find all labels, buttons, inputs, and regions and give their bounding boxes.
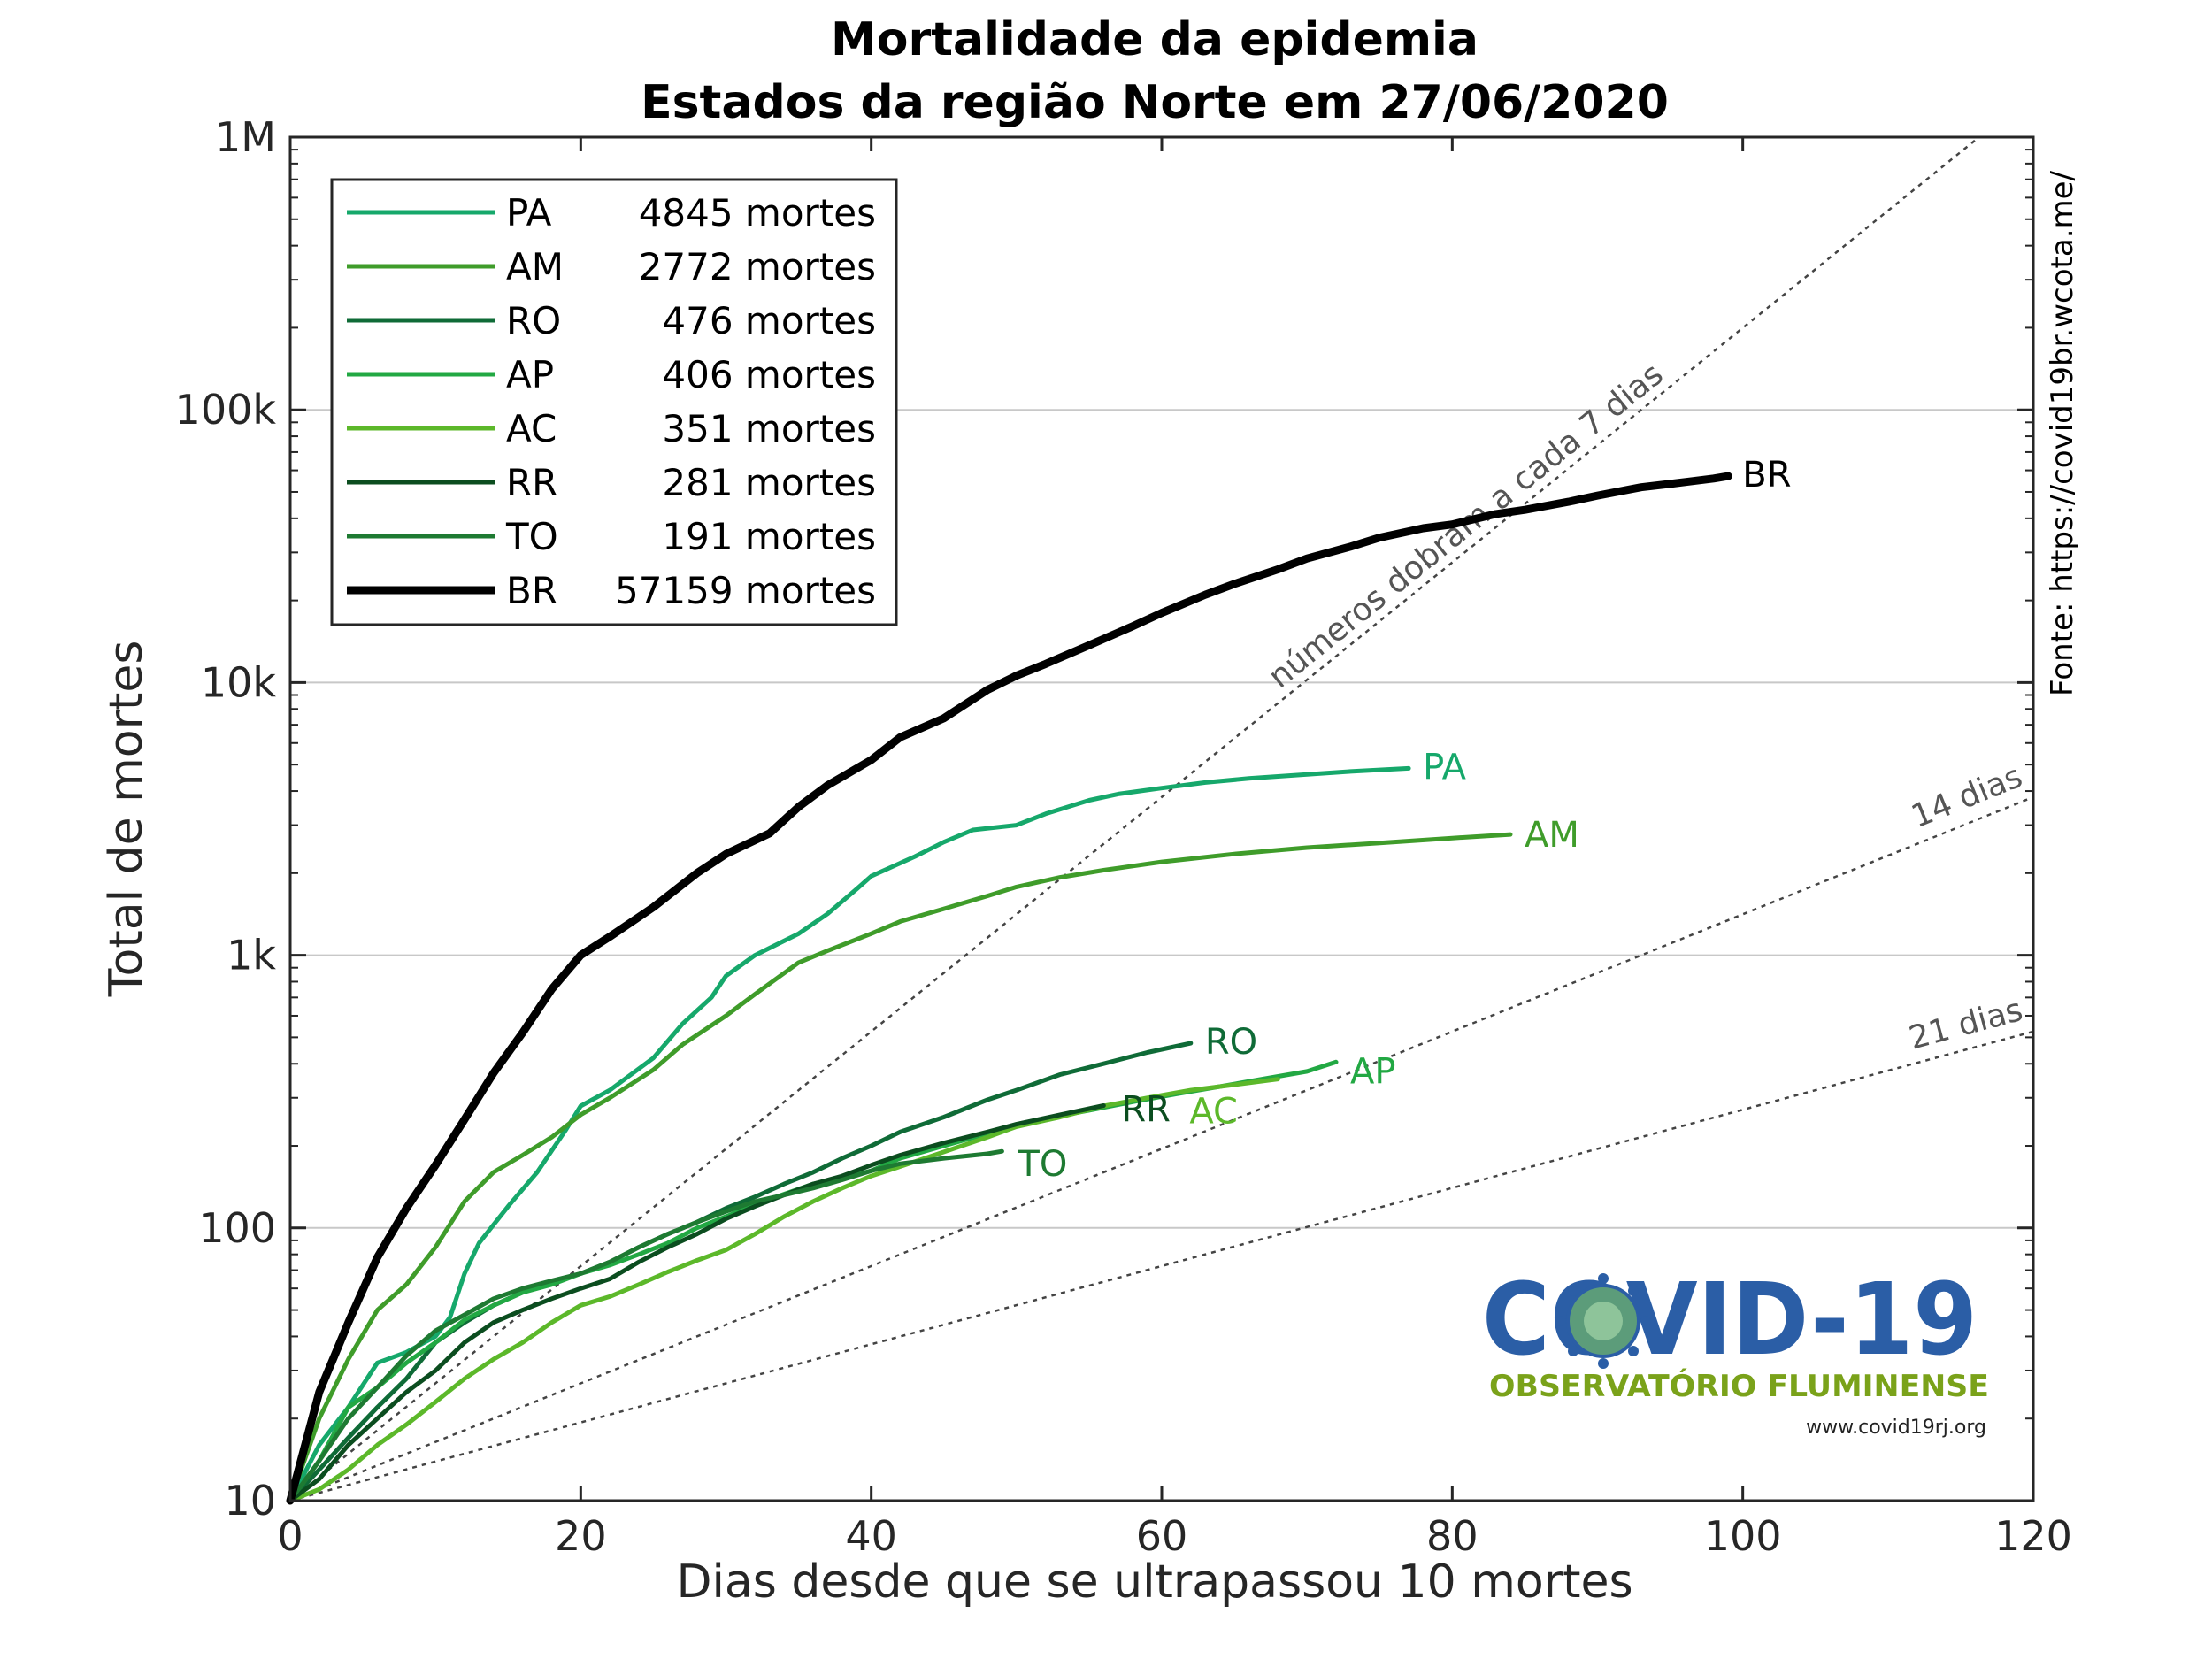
y-tick-label: 10: [224, 1477, 276, 1525]
x-tick-label: 0: [277, 1512, 303, 1560]
series-line-pa: [288, 765, 1411, 1503]
source-text: Fonte: https://covid19br.wcota.me/: [2045, 170, 2080, 696]
reference-line-label: 14 dias: [1907, 758, 2028, 835]
legend-label-am: AM: [506, 245, 564, 288]
legend-value-rr: 281 mortes: [662, 461, 876, 504]
covid19-logo: COVID-19 OBSERVATÓRIO FLUMINENSE www.cov…: [1482, 1263, 1989, 1439]
y-tick-label: 10k: [201, 658, 277, 706]
logo-url: www.covid19rj.org: [1806, 1417, 1986, 1439]
y-tick-label: 100: [198, 1204, 276, 1252]
legend-label-ro: RO: [506, 299, 561, 342]
x-axis-label: Dias desde que se ultrapassou 10 mortes: [676, 1555, 1632, 1609]
series-line-to: [288, 1148, 1004, 1503]
series-line-rr: [288, 1103, 1106, 1503]
reference-line-label: números dobram a cada 7 dias: [1262, 357, 1670, 696]
reference-line: [289, 795, 2034, 1502]
x-tick-label: 40: [845, 1512, 897, 1560]
x-tick-label: 20: [555, 1512, 607, 1560]
chart-subtitle: Estados da região Norte em 27/06/2020: [641, 76, 1669, 129]
series-end-labels: PA AM RO AP AC RR TO BR: [1017, 455, 1791, 1185]
legend-label-to: TO: [505, 515, 558, 558]
series-lines: [286, 472, 1732, 1505]
legend-label-ap: AP: [506, 353, 554, 396]
series-end-label-rr: RR: [1121, 1090, 1171, 1131]
legend-label-ac: AC: [506, 407, 557, 450]
series-end-label-br: BR: [1742, 455, 1791, 495]
series-line-am: [288, 832, 1513, 1503]
legend-value-pa: 4845 mortes: [639, 191, 876, 234]
y-tick-label: 100k: [175, 386, 277, 434]
series-end-label-pa: PA: [1423, 747, 1467, 787]
legend-value-ac: 351 mortes: [662, 407, 876, 450]
series-end-label-to: TO: [1017, 1144, 1067, 1185]
legend-value-to: 191 mortes: [662, 515, 876, 558]
y-axis-label: Total de mortes: [100, 641, 153, 998]
legend-value-ap: 406 mortes: [662, 353, 876, 396]
legend-label-rr: RR: [506, 461, 557, 504]
x-tick-label: 100: [1704, 1512, 1782, 1560]
axis-ticks: 0 20 40 60 80 100 120 10 100 1k 10k 100k 1M: [175, 113, 2072, 1560]
y-tick-label: 1k: [227, 932, 276, 979]
legend: PA 4845 mortes AM 2772 mortes RO 476 mortes AP…: [330, 178, 898, 626]
chart-title: Mortalidade da epidemia: [831, 13, 1479, 66]
series-end-label-ap: AP: [1350, 1051, 1395, 1092]
series-end-label-am: AM: [1525, 815, 1579, 856]
series-line-ap: [288, 1059, 1339, 1503]
legend-value-ro: 476 mortes: [662, 299, 876, 342]
reference-line: [289, 136, 1980, 1502]
series-line-ac: [288, 1077, 1280, 1503]
legend-value-br: 57159 mortes: [615, 569, 876, 612]
legend-box: [330, 178, 898, 626]
x-tick-label: 120: [1994, 1512, 2072, 1560]
y-tick-label: 1M: [215, 113, 276, 161]
virus-icon: [1555, 1273, 1651, 1369]
series-line-ro: [288, 1041, 1194, 1503]
legend-value-am: 2772 mortes: [639, 245, 876, 288]
series-end-label-ac: AC: [1189, 1092, 1238, 1133]
series-line-br: [286, 472, 1732, 1505]
logo-subtitle: OBSERVATÓRIO FLUMINENSE: [1489, 1368, 1989, 1404]
reference-line-label: 21 dias: [1905, 992, 2026, 1057]
legend-label-pa: PA: [506, 191, 552, 234]
x-tick-label: 80: [1426, 1512, 1479, 1560]
legend-label-br: BR: [506, 569, 557, 612]
x-tick-label: 60: [1136, 1512, 1188, 1560]
series-end-label-ro: RO: [1205, 1022, 1257, 1063]
